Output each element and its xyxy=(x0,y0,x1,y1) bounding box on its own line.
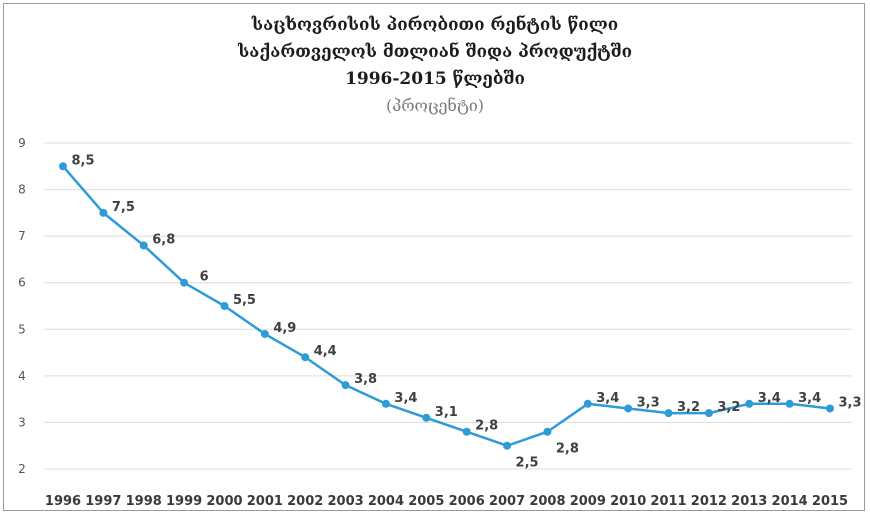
data-point xyxy=(624,404,633,413)
x-tick-label: 1997 xyxy=(85,494,121,509)
data-label: 6,8 xyxy=(152,232,175,247)
data-label: 2,5 xyxy=(516,456,539,471)
data-label: 3,4 xyxy=(394,391,417,406)
x-tick-label: 2004 xyxy=(368,494,404,509)
data-point xyxy=(220,302,229,310)
data-point xyxy=(462,427,471,436)
y-tick-label: 5 xyxy=(18,322,26,336)
data-label: 7,5 xyxy=(112,200,135,215)
data-point xyxy=(826,404,834,413)
data-point xyxy=(59,162,67,171)
chart-title-line-2: საქართველოს მთლიან შიდა პროდუქტში xyxy=(237,42,633,62)
x-tick-label: 2001 xyxy=(247,494,283,509)
data-label: 6 xyxy=(200,270,209,285)
data-label: 3,4 xyxy=(758,391,781,406)
y-tick-label: 2 xyxy=(18,462,26,476)
data-label: 5,5 xyxy=(233,293,256,308)
data-label: 3,2 xyxy=(677,400,700,415)
data-label: 2,8 xyxy=(556,442,579,457)
y-tick-label: 7 xyxy=(18,229,26,243)
data-label: 3,1 xyxy=(435,405,458,420)
data-label: 4,9 xyxy=(273,321,296,336)
x-tick-label: 1998 xyxy=(126,494,162,509)
y-tick-label: 8 xyxy=(18,183,26,197)
data-label: 3,4 xyxy=(798,391,821,406)
x-tick-label: 2009 xyxy=(570,494,606,509)
data-point xyxy=(543,427,552,436)
data-point xyxy=(664,409,673,418)
x-tick-label: 2003 xyxy=(327,494,363,509)
data-point xyxy=(745,399,754,408)
x-tick-label: 2007 xyxy=(489,494,525,509)
data-point xyxy=(785,399,794,408)
data-point xyxy=(422,413,431,422)
data-label: 8,5 xyxy=(71,153,94,168)
x-tick-label: 2005 xyxy=(408,494,444,509)
series-line xyxy=(62,165,831,447)
x-tick-label: 2011 xyxy=(650,494,686,509)
x-tick-label: 2013 xyxy=(731,494,767,509)
data-label: 2,8 xyxy=(475,419,498,434)
chart-frame: საცხოვრისის პირობითი რენტის წილი საქართვ… xyxy=(3,3,865,511)
x-tick-label: 2015 xyxy=(812,494,848,509)
data-point xyxy=(260,329,269,338)
data-point xyxy=(503,441,512,450)
y-tick-label: 9 xyxy=(18,136,26,150)
data-label: 4,4 xyxy=(314,344,337,359)
data-point xyxy=(583,399,592,408)
x-tick-label: 2006 xyxy=(449,494,485,509)
y-tick-label: 6 xyxy=(18,276,26,290)
chart-title-line-3: 1996-2015 წლებში xyxy=(345,69,525,89)
line-chart: 2 3 4 5 6 7 8 9 1996 1997 1998 1999 2000 2001 2002 2003… xyxy=(18,136,861,509)
chart-title-line-1: საცხოვრისის პირობითი რენტის წილი xyxy=(251,15,619,35)
data-point xyxy=(301,353,310,362)
x-tick-label: 2014 xyxy=(772,494,808,509)
x-tick-label: 2002 xyxy=(287,494,323,509)
y-tick-label: 3 xyxy=(18,415,26,429)
data-label: 3,3 xyxy=(637,395,660,410)
data-label: 3,3 xyxy=(838,395,861,410)
data-point xyxy=(99,208,108,217)
data-point xyxy=(180,278,189,287)
x-tick-label: 1996 xyxy=(45,494,81,509)
data-point xyxy=(381,399,390,408)
chart-subtitle: (პროცენტი) xyxy=(385,96,485,115)
data-point xyxy=(704,409,713,418)
y-tick-label: 4 xyxy=(18,369,26,383)
x-tick-label: 2000 xyxy=(206,494,242,509)
data-label: 3,8 xyxy=(354,372,377,387)
data-label: 3,2 xyxy=(717,400,740,415)
data-point xyxy=(139,241,148,250)
x-tick-label: 2008 xyxy=(529,494,565,509)
x-tick-label: 2010 xyxy=(610,494,646,509)
data-label: 3,4 xyxy=(596,391,619,406)
data-point xyxy=(341,381,350,390)
chart-title-block: საცხოვრისის პირობითი რენტის წილი საქართვ… xyxy=(4,12,866,119)
x-tick-label: 2012 xyxy=(691,494,727,509)
x-tick-label: 1999 xyxy=(166,494,202,509)
